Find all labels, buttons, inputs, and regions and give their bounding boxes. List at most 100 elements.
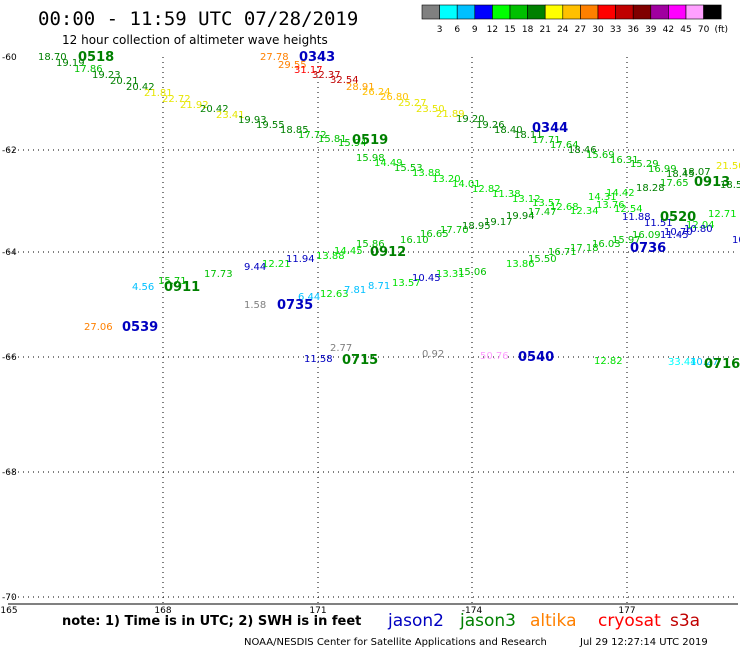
wave-height-value: 10.27: [690, 357, 719, 368]
colorbar-swatch: [685, 4, 704, 20]
wave-height-value: 18.46: [568, 145, 597, 156]
colorbar-tick: 27: [575, 25, 586, 35]
colorbar-swatch: [421, 4, 440, 20]
satellite-pass-labels: 0518 0343 0344 0519 0520 0913 0736 0912 0911 0735…: [78, 50, 740, 372]
wave-height-value: 15.94: [338, 138, 367, 149]
satellite-legend-s3a: s3a: [670, 611, 700, 631]
colorbar-tick: 39: [645, 25, 657, 35]
latitude-label: -66: [2, 353, 17, 363]
colorbar-swatch: [544, 4, 564, 20]
wave-height-value: 12.04: [686, 220, 715, 231]
colorbar-swatch: [527, 4, 546, 20]
wave-height-value: 12.54: [614, 204, 643, 215]
wave-height-value: 32.54: [330, 75, 359, 86]
footer-credit: NOAA/NESDIS Center for Satellite Applica…: [244, 637, 547, 648]
pass-time-label: 0539: [122, 320, 158, 335]
axis-labels: -60 -62 -64 -66 -68 -70 165 168 171 -174 177: [0, 53, 635, 616]
wave-height-value: 18.40: [494, 125, 523, 136]
footer-note: note: 1) Time is in UTC; 2) SWH is in fe…: [62, 614, 361, 629]
wave-height-value: 17.65: [660, 178, 689, 189]
longitude-label: -174: [462, 606, 483, 616]
wave-height-value: 11.94: [286, 254, 315, 265]
pass-time-label: 0736: [630, 241, 666, 256]
wave-height-value: 12.68: [550, 202, 579, 213]
pass-time-label: 0344: [532, 121, 568, 136]
wave-height-value: 14.01: [452, 179, 481, 190]
wave-height-value: 15.98: [356, 153, 385, 164]
wave-height-value: 10.45: [412, 273, 441, 284]
colorbar-swatch: [703, 4, 722, 20]
colorbar-swatch: [580, 4, 599, 20]
wave-height-value: 18.85: [280, 125, 309, 136]
colorbar-tick: 3: [437, 25, 443, 35]
wave-height-value: 16.71: [548, 247, 577, 258]
colorbar-tick: 24: [557, 25, 569, 35]
longitude-label: 171: [309, 606, 326, 616]
wave-height-value: 12.82: [594, 356, 623, 367]
wave-height-value: 18.59: [720, 180, 740, 191]
satellite-legend-cryosat: cryosat: [598, 611, 661, 631]
wave-height-value: 16.03: [592, 239, 621, 250]
wave-height-value: 20.21: [110, 76, 139, 87]
colorbar-tick: 12: [487, 25, 498, 35]
pass-time-label: 0518: [78, 50, 114, 65]
colorbar-swatch: [597, 4, 616, 20]
colorbar-swatch: [615, 4, 634, 20]
wave-height-value: 18.07: [682, 167, 711, 178]
wave-height-value: 0.92: [422, 349, 444, 360]
wave-height-value: 13.20: [432, 174, 461, 185]
wave-height-value: 19.55: [256, 120, 285, 131]
wave-height-value: 15.69: [586, 150, 615, 161]
lat-lon-grid: [8, 57, 738, 605]
wave-height-value: 13.57: [392, 278, 421, 289]
wave-height-value: 10.70: [664, 227, 693, 238]
footer-timestamp: Jul 29 12:27:14 UTC 2019: [579, 637, 708, 648]
pass-time-label: 0716: [704, 357, 740, 372]
colorbar-swatch: [509, 4, 528, 20]
colorbar-tick: 9: [472, 25, 478, 35]
colorbar-swatch: [456, 4, 476, 20]
wave-height-value: 12.21: [262, 259, 291, 270]
wave-height-value: 16.99: [648, 164, 677, 175]
colorbar-swatch: [668, 4, 687, 20]
wave-height-value: 16.10: [400, 235, 429, 246]
wave-height-value: 16.65: [420, 229, 449, 240]
wave-height-value: 25.27: [398, 98, 427, 109]
satellite-legend-jason2: jason2: [387, 611, 444, 631]
wave-height-value: 19.26: [476, 120, 505, 131]
longitude-label: 177: [618, 606, 635, 616]
wave-height-value: 15.86: [356, 239, 385, 250]
wave-height-value: 12.63: [320, 289, 349, 300]
wave-height-value: 17.86: [74, 64, 103, 75]
wave-height-value: 12.34: [570, 206, 599, 217]
wave-height-value: 50.76: [480, 351, 509, 362]
wave-height-value: 13.31: [436, 269, 465, 280]
latitude-label: -64: [2, 248, 17, 258]
wave-height-value: 15.53: [394, 163, 423, 174]
wave-height-value: 18.11: [514, 130, 543, 141]
colorbar-tick: 45: [680, 25, 691, 35]
wave-height-value: 14.49: [374, 158, 403, 169]
colorbar-tick: 42: [663, 25, 674, 35]
colorbar-tick: 36: [627, 25, 639, 35]
wave-height-value: 18.45: [666, 169, 695, 180]
wave-height-value: 31.17: [294, 65, 323, 76]
colorbar-swatch: [492, 4, 511, 20]
wave-height-value: 12.82: [472, 184, 501, 195]
wave-height-value: 15.29: [630, 159, 659, 170]
wave-height-value: 26.24: [362, 87, 391, 98]
wave-height-value: 21.89: [436, 109, 465, 120]
wave-height-value: 18.28: [636, 183, 665, 194]
wave-height-value: 13.12: [512, 194, 541, 205]
wave-height-value: 14.45: [334, 246, 363, 257]
satellite-legend: jason2 jason3 altika cryosat s3a: [387, 611, 700, 631]
colorbar-swatch: [650, 4, 669, 20]
wave-height-value: 21.81: [144, 88, 173, 99]
wave-height-value: 20.42: [200, 104, 229, 115]
colorbar-tick: 30: [592, 25, 604, 35]
wave-height-value: 16.09: [632, 230, 661, 241]
pass-time-label: 0715: [342, 353, 378, 368]
wave-height-value: 13.57: [532, 198, 561, 209]
pass-time-label: 0519: [352, 133, 388, 148]
